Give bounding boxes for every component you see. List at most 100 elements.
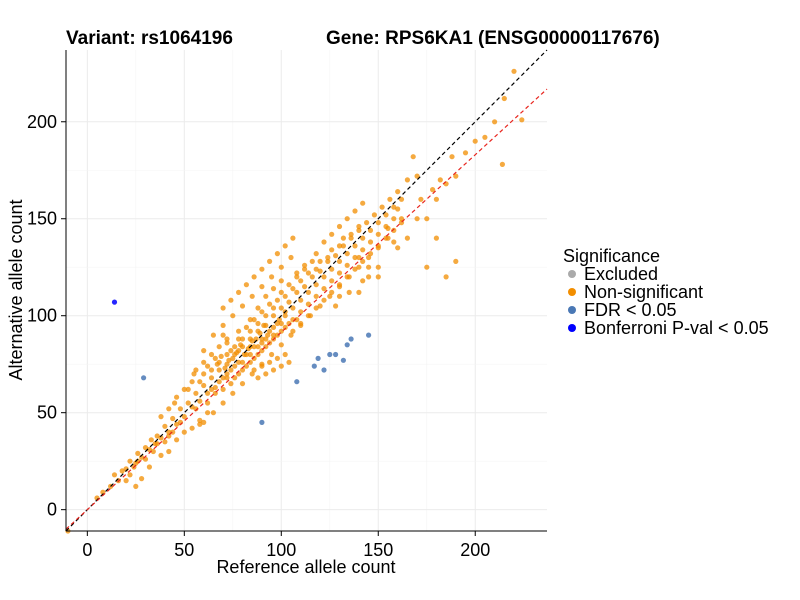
point-non-significant xyxy=(166,448,172,455)
point-non-significant xyxy=(189,379,195,385)
point-non-significant xyxy=(325,254,331,261)
y-tick-label: 150 xyxy=(27,209,57,229)
point-non-significant xyxy=(239,336,246,342)
point-non-significant xyxy=(263,293,269,299)
point-non-significant xyxy=(193,390,199,396)
point-non-significant xyxy=(274,251,280,257)
point-non-significant xyxy=(265,332,271,338)
title-variant: Variant: rs1064196 xyxy=(66,28,233,49)
point-non-significant xyxy=(255,344,261,350)
point-non-significant xyxy=(398,196,405,202)
point-non-significant xyxy=(259,284,265,290)
point-fdr-0-05 xyxy=(321,367,327,373)
point-non-significant xyxy=(352,266,358,272)
point-fdr-0-05 xyxy=(366,332,372,338)
point-non-significant xyxy=(329,278,335,284)
point-non-significant xyxy=(282,324,288,330)
point-non-significant xyxy=(263,371,269,377)
point-non-significant xyxy=(259,340,265,346)
point-non-significant xyxy=(276,317,282,323)
point-non-significant xyxy=(236,359,242,365)
point-non-significant xyxy=(336,223,343,230)
point-non-significant xyxy=(197,379,203,385)
point-non-significant xyxy=(193,406,199,412)
point-non-significant xyxy=(333,303,339,309)
point-non-significant xyxy=(356,254,362,261)
x-tick-label: 100 xyxy=(266,540,296,560)
point-non-significant xyxy=(261,322,267,328)
x-tick-label: 50 xyxy=(174,540,194,560)
point-non-significant xyxy=(205,410,211,416)
data-points xyxy=(65,68,525,534)
point-non-significant xyxy=(414,173,420,179)
point-non-significant xyxy=(177,406,183,412)
point-non-significant xyxy=(385,225,391,231)
point-non-significant xyxy=(259,363,265,369)
point-non-significant xyxy=(344,251,350,257)
point-non-significant xyxy=(216,344,222,350)
point-fdr-0-05 xyxy=(259,419,265,425)
point-non-significant xyxy=(404,177,410,183)
point-non-significant xyxy=(398,216,405,222)
point-non-significant xyxy=(336,270,343,276)
point-non-significant xyxy=(224,361,230,367)
point-non-significant xyxy=(133,483,139,489)
point-non-significant xyxy=(208,386,215,392)
point-non-significant xyxy=(472,138,478,144)
point-non-significant xyxy=(298,320,304,327)
point-non-significant xyxy=(294,270,300,276)
point-non-significant xyxy=(278,264,284,270)
point-non-significant xyxy=(352,243,358,249)
point-non-significant xyxy=(193,367,199,373)
point-non-significant xyxy=(340,235,346,241)
legend-label: Excluded xyxy=(584,264,658,284)
point-non-significant xyxy=(197,421,203,427)
point-non-significant xyxy=(290,286,296,292)
point-non-significant xyxy=(327,293,333,299)
point-non-significant xyxy=(329,289,335,295)
point-non-significant xyxy=(236,289,242,295)
point-non-significant xyxy=(267,359,273,365)
point-non-significant xyxy=(208,367,215,373)
point-non-significant xyxy=(269,274,275,280)
point-non-significant xyxy=(181,414,187,420)
point-bonferroni-p-val-0-05 xyxy=(111,299,118,305)
point-non-significant xyxy=(433,196,439,202)
point-non-significant xyxy=(224,371,230,377)
point-non-significant xyxy=(253,336,259,342)
point-non-significant xyxy=(197,417,203,423)
point-non-significant xyxy=(205,363,211,369)
point-non-significant xyxy=(270,367,277,373)
point-non-significant xyxy=(329,247,335,253)
point-non-significant xyxy=(321,274,327,280)
point-non-significant xyxy=(278,328,284,334)
point-non-significant xyxy=(340,243,346,249)
point-non-significant xyxy=(139,476,145,482)
point-non-significant xyxy=(383,235,389,241)
axes xyxy=(65,50,547,532)
point-non-significant xyxy=(267,258,273,264)
point-non-significant xyxy=(241,351,247,358)
point-non-significant xyxy=(313,293,319,299)
point-non-significant xyxy=(414,216,420,222)
point-non-significant xyxy=(410,154,416,160)
point-non-significant xyxy=(201,371,207,377)
point-non-significant xyxy=(360,258,366,264)
reference-line-fit xyxy=(65,88,548,530)
point-non-significant xyxy=(356,264,362,270)
point-non-significant xyxy=(222,365,228,371)
point-non-significant xyxy=(210,332,216,338)
point-non-significant xyxy=(230,390,236,396)
point-non-significant xyxy=(224,336,230,342)
point-non-significant xyxy=(302,284,308,290)
point-non-significant xyxy=(249,338,255,344)
point-non-significant xyxy=(191,371,197,377)
point-non-significant xyxy=(189,425,195,431)
point-non-significant xyxy=(220,332,226,338)
point-non-significant xyxy=(288,332,294,338)
point-non-significant xyxy=(294,274,300,280)
point-non-significant xyxy=(270,305,277,311)
point-non-significant xyxy=(201,359,207,365)
point-non-significant xyxy=(274,355,280,361)
point-non-significant xyxy=(288,254,294,261)
